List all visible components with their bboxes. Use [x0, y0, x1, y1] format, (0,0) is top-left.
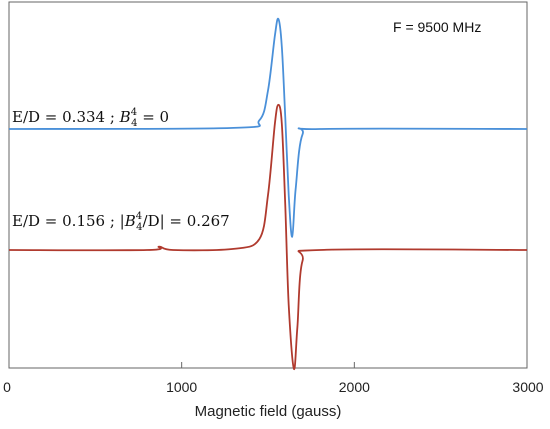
- frequency-annotation: F = 9500 MHz: [393, 19, 481, 35]
- series-2-line: [8, 103, 528, 370]
- series-1-label-sup: 4: [131, 107, 137, 118]
- series-1-label-sub: 4: [131, 118, 137, 129]
- series-2-label-prefix: E/D = 0.156 ; |: [12, 212, 125, 230]
- x-axis-title: Magnetic field (gauss): [195, 403, 342, 420]
- series-1-label: E/D = 0.334 ; B4 4 = 0: [12, 107, 169, 129]
- x-tick-label-0: 0: [3, 379, 11, 395]
- series-2-label-suffix: /D| = 0.267: [143, 212, 230, 230]
- series-1-line: [8, 17, 528, 238]
- x-tick-label-1000: 1000: [166, 379, 197, 395]
- x-axis-tick-labels: 0 1000 2000 3000: [3, 379, 544, 395]
- series-2-label-sup: 4: [136, 211, 142, 222]
- series-2-label-sub: 4: [136, 222, 142, 233]
- x-tick-label-3000: 3000: [512, 379, 543, 395]
- series-lines: [8, 17, 528, 370]
- x-tick-label-2000: 2000: [339, 379, 370, 395]
- x-axis-ticks: [8, 362, 528, 368]
- series-2-label: E/D = 0.156 ; |B4 4/D| = 0.267: [12, 211, 230, 233]
- series-2-label-b: B: [124, 212, 136, 230]
- plot-frame: [8, 1, 528, 369]
- series-1-label-prefix: E/D = 0.334 ;: [12, 108, 120, 126]
- series-1-label-suffix: = 0: [137, 108, 169, 126]
- series-1-label-b: B: [119, 108, 131, 126]
